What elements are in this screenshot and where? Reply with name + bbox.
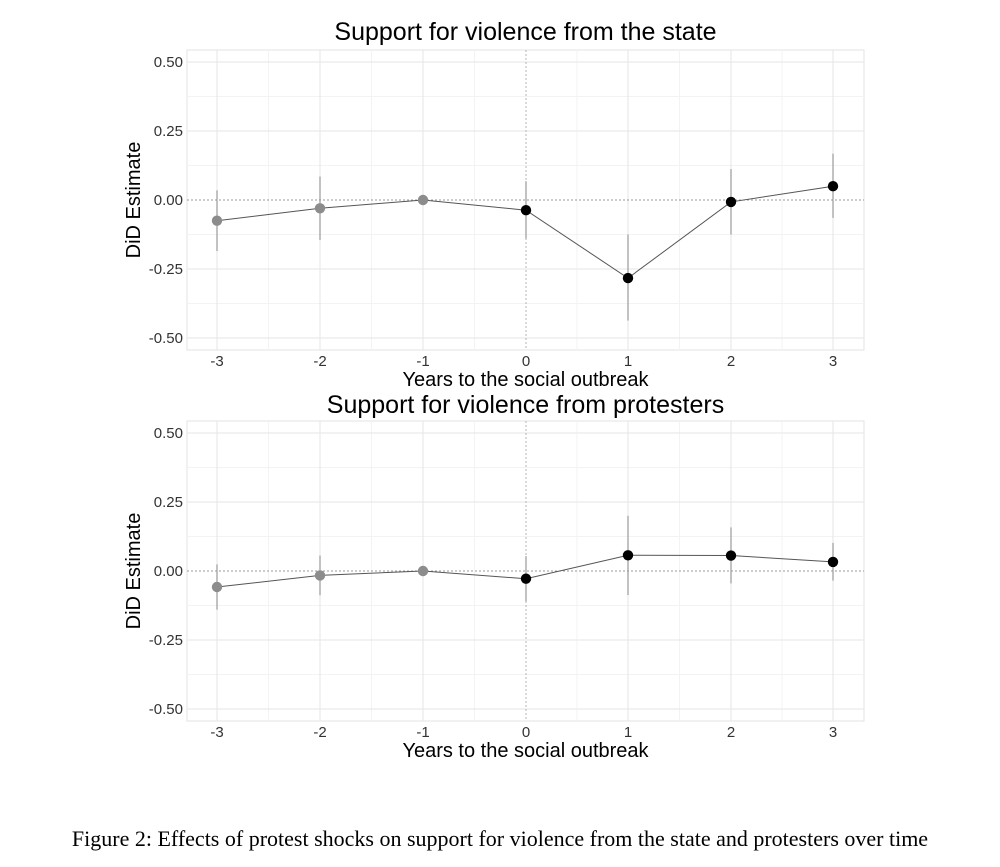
x-tick-label: -3 [210, 724, 223, 741]
x-axis-label: Years to the social outbreak [402, 740, 649, 762]
y-tick-label: 0.25 [154, 494, 183, 511]
x-tick-label: -1 [416, 353, 429, 370]
x-tick-label: 3 [829, 724, 837, 741]
y-axis-label: DiD Estimate [123, 142, 145, 259]
data-point [314, 570, 326, 581]
data-point [520, 573, 532, 584]
y-tick-label: 0.00 [154, 563, 183, 580]
data-point [211, 581, 223, 593]
data-point [417, 194, 429, 206]
y-tick-label: -0.25 [149, 632, 183, 649]
x-tick-label: -1 [416, 724, 429, 741]
y-tick-label: -0.50 [149, 330, 183, 347]
x-tick-label: 0 [522, 724, 530, 741]
y-axis-label: DiD Estimate [123, 513, 145, 630]
chart-title: Support for violence from protesters [327, 391, 724, 419]
x-tick-label: -2 [313, 724, 326, 741]
y-tick-label: 0.50 [154, 425, 183, 442]
data-point [827, 181, 839, 192]
chart-panel-1: 0.50 0.25 0.00 -0.25 -0.50 -3 -2 -1 0 1 2 3 Support … [123, 18, 865, 391]
data-point [520, 205, 532, 216]
chart-panel-2: 0.50 0.25 0.00 -0.25 -0.50 -3 -2 -1 0 1 2 3 Support … [123, 391, 865, 762]
x-tick-label: 0 [522, 353, 530, 370]
y-tick-label: 0.50 [154, 54, 183, 71]
y-tick-label: 0.00 [154, 192, 183, 209]
x-tick-label: -3 [210, 353, 223, 370]
data-point [622, 272, 634, 284]
x-tick-label: 3 [829, 353, 837, 370]
x-axis-label: Years to the social outbreak [402, 369, 649, 391]
x-tick-label: 2 [727, 724, 735, 741]
data-point [211, 215, 223, 226]
chart-title: Support for violence from the state [334, 18, 716, 46]
data-point [725, 550, 737, 561]
x-tick-label: 1 [624, 353, 632, 370]
data-point [417, 565, 429, 577]
y-tick-label: -0.25 [149, 261, 183, 278]
x-tick-label: 2 [727, 353, 735, 370]
data-point [725, 196, 737, 208]
data-point [622, 550, 634, 561]
y-tick-label: -0.50 [149, 701, 183, 718]
x-tick-label: -2 [313, 353, 326, 370]
figure-caption: Figure 2: Effects of protest shocks on s… [71, 826, 929, 851]
data-point [827, 556, 839, 568]
y-tick-label: 0.25 [154, 123, 183, 140]
data-point [314, 203, 326, 214]
x-tick-label: 1 [624, 724, 632, 741]
